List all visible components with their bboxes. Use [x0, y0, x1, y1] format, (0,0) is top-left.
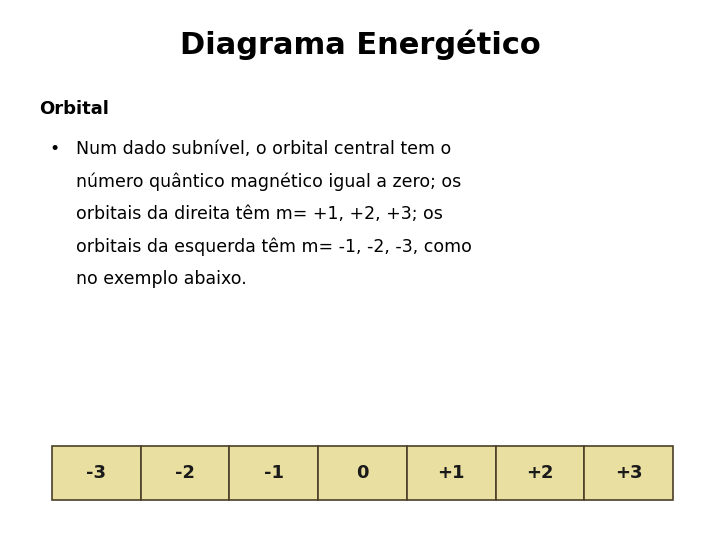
FancyBboxPatch shape — [407, 446, 495, 500]
Text: no exemplo abaixo.: no exemplo abaixo. — [76, 270, 246, 288]
Text: +1: +1 — [438, 463, 465, 482]
Text: Num dado subnível, o orbital central tem o: Num dado subnível, o orbital central tem… — [76, 140, 451, 158]
Text: •: • — [49, 140, 59, 158]
Text: -2: -2 — [175, 463, 195, 482]
Text: orbitais da direita têm m= +1, +2, +3; os: orbitais da direita têm m= +1, +2, +3; o… — [76, 205, 443, 223]
Text: orbitais da esquerda têm m= -1, -2, -3, como: orbitais da esquerda têm m= -1, -2, -3, … — [76, 238, 472, 256]
Text: Diagrama Energético: Diagrama Energético — [179, 30, 541, 60]
Text: número quântico magnético igual a zero; os: número quântico magnético igual a zero; … — [76, 173, 461, 191]
Text: Orbital: Orbital — [40, 100, 109, 118]
Text: -1: -1 — [264, 463, 284, 482]
FancyBboxPatch shape — [495, 446, 585, 500]
FancyBboxPatch shape — [585, 446, 673, 500]
FancyBboxPatch shape — [52, 446, 140, 500]
FancyBboxPatch shape — [318, 446, 407, 500]
Text: +3: +3 — [615, 463, 642, 482]
Text: +2: +2 — [526, 463, 554, 482]
Text: -3: -3 — [86, 463, 107, 482]
Text: 0: 0 — [356, 463, 369, 482]
FancyBboxPatch shape — [230, 446, 318, 500]
FancyBboxPatch shape — [140, 446, 230, 500]
